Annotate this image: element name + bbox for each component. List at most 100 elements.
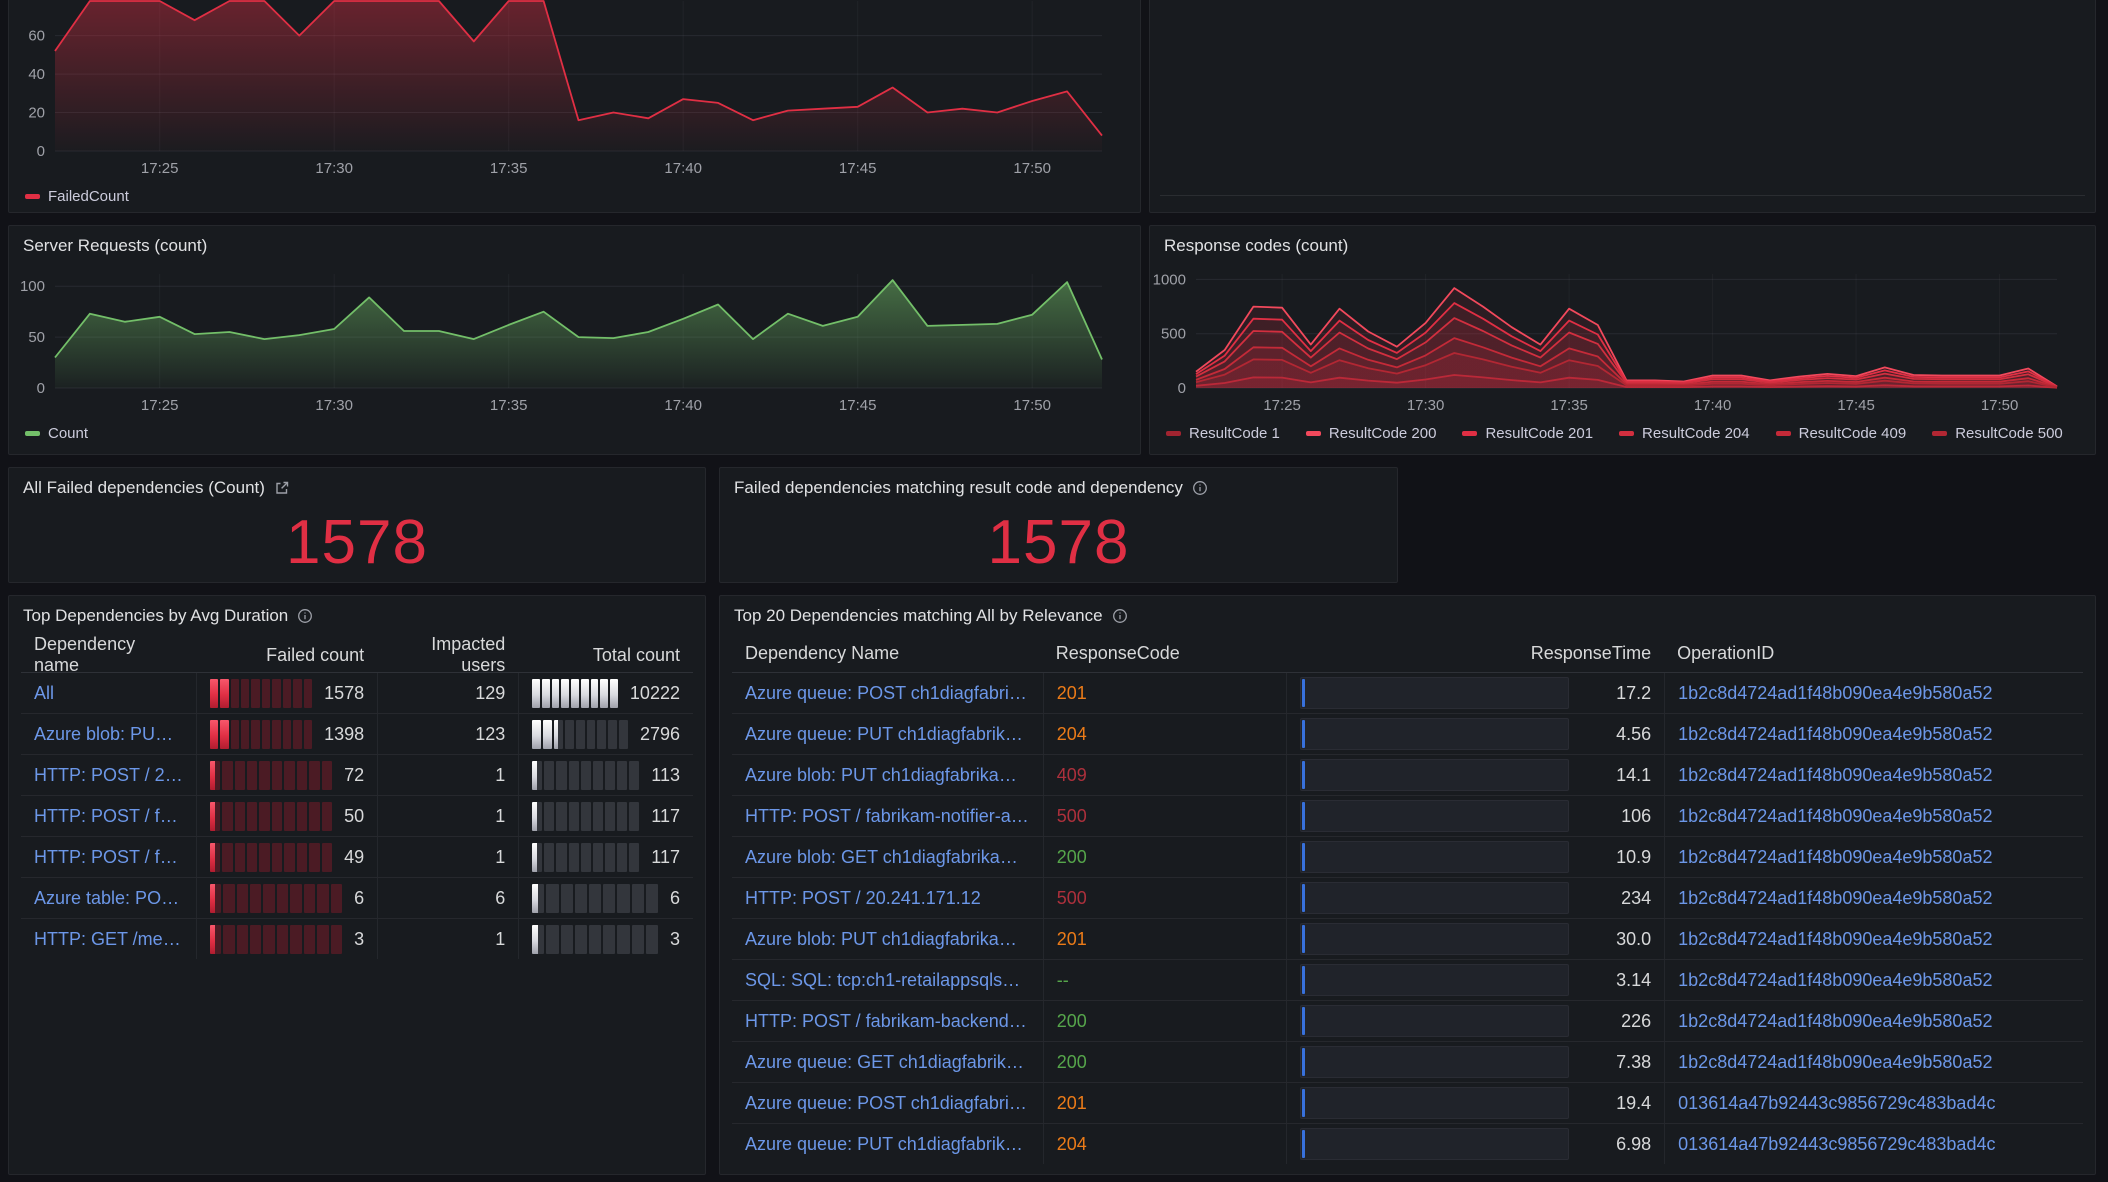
gauge-cell	[544, 801, 555, 831]
operation-id-link[interactable]: 013614a47b92443c9856729c483bad4c	[1678, 1092, 1996, 1113]
operation-id-link[interactable]: 1b2c8d4724ad1f48b090ea4e9b580a52	[1678, 887, 1993, 908]
info-icon[interactable]	[297, 608, 313, 624]
impacted-users-cell: 1	[377, 755, 518, 795]
table-row: Azure queue: POST ch1diagfabrikam01y... 2…	[732, 673, 2083, 713]
gauge-cell	[263, 924, 275, 954]
operation-id-link[interactable]: 1b2c8d4724ad1f48b090ea4e9b580a52	[1678, 723, 1993, 744]
gauge-cell	[551, 678, 560, 708]
dependency-link[interactable]: SQL: SQL: tcp:ch1-retailappsqlservery3..…	[745, 969, 1030, 990]
legend-item[interactable]: ResultCode 201	[1462, 425, 1593, 442]
response-code-cell: 204	[1042, 714, 1286, 754]
legend-item[interactable]: ResultCode 1	[1166, 425, 1280, 442]
col-header-dependency-name[interactable]: Dependency name	[34, 634, 136, 675]
operation-id-link[interactable]: 013614a47b92443c9856729c483bad4c	[1678, 1133, 1996, 1154]
dependency-link[interactable]: HTTP: POST / 20.2...	[34, 764, 183, 785]
impacted-users-value: 129	[475, 682, 506, 703]
dependency-link[interactable]: All	[34, 682, 55, 703]
dependency-link[interactable]: HTTP: GET /memor...	[34, 928, 183, 949]
total-count-gauge	[532, 883, 658, 913]
legend-item[interactable]: ResultCode 500	[1932, 425, 2063, 442]
panel-response-codes: Response codes (count) 0 500 1000 17:25 17:3…	[1149, 225, 2096, 455]
gauge-cell	[631, 924, 644, 954]
server-requests-chart: 0 50 100 17:25 17:30 17:35 17:40 17:45 17:50	[20, 274, 1103, 414]
operation-id-link[interactable]: 1b2c8d4724ad1f48b090ea4e9b580a52	[1678, 805, 1993, 826]
response-time-value: 226	[1621, 1010, 1652, 1031]
dependency-name-cell: Azure blob: PUT ch...	[21, 714, 196, 754]
dependency-link[interactable]: Azure queue: POST ch1diagfabrikam01y...	[745, 1092, 1030, 1113]
gauge-cell	[261, 719, 271, 749]
gauge-cell	[309, 801, 320, 831]
gauge-cell	[303, 678, 313, 708]
operation-id-link[interactable]: 1b2c8d4724ad1f48b090ea4e9b580a52	[1678, 969, 1993, 990]
legend-item[interactable]: ResultCode 204	[1619, 425, 1750, 442]
impacted-users-cell: 6	[377, 878, 518, 918]
dependency-link[interactable]: Azure queue: GET ch1diagfabrikam01y3...	[745, 1051, 1030, 1072]
col-header-operation-id[interactable]: OperationID	[1677, 642, 1775, 663]
dependency-link[interactable]: HTTP: POST / fabri...	[34, 846, 183, 867]
impacted-users-value: 123	[475, 723, 506, 744]
operation-id-link[interactable]: 1b2c8d4724ad1f48b090ea4e9b580a52	[1678, 682, 1993, 703]
legend-item[interactable]: ResultCode 200	[1305, 425, 1436, 442]
dependency-link[interactable]: Azure queue: PUT ch1diagfabrikam01y3...	[745, 1133, 1030, 1154]
dependency-link[interactable]: Azure blob: PUT ch...	[34, 723, 183, 744]
info-icon[interactable]	[1112, 608, 1128, 624]
top-deps-table: Dependency name Failed count Impacted us…	[21, 634, 693, 959]
table-row: Azure blob: PUT ch1diagfabrikam01y37... 4…	[732, 754, 2083, 795]
legend-item[interactable]: FailedCount	[25, 188, 129, 205]
operation-id-link[interactable]: 1b2c8d4724ad1f48b090ea4e9b580a52	[1678, 928, 1993, 949]
x-axis-tick-label: 17:35	[1550, 397, 1588, 414]
info-icon[interactable]	[1192, 480, 1208, 496]
dependency-link[interactable]: Azure queue: PUT ch1diagfabrikam01y3...	[745, 723, 1030, 744]
gauge-cell	[234, 842, 246, 872]
operation-id-link[interactable]: 1b2c8d4724ad1f48b090ea4e9b580a52	[1678, 846, 1993, 867]
dependency-link[interactable]: Azure queue: POST ch1diagfabrikam01y...	[745, 682, 1030, 703]
dependency-name-cell: HTTP: GET /memor...	[21, 919, 196, 959]
gauge-cell	[542, 678, 550, 708]
legend-item[interactable]: ResultCode 409	[1775, 425, 1906, 442]
responsetime-bar-fill	[1301, 1130, 1305, 1158]
gauge-cell	[290, 883, 302, 913]
dependency-link[interactable]: HTTP: POST / fabrikam-backend-core	[745, 1010, 1030, 1031]
col-header-impacted-users[interactable]: Impacted users	[431, 634, 506, 675]
legend-item[interactable]: Count	[25, 425, 88, 442]
dependency-name-cell: Azure queue: PUT ch1diagfabrikam01y3...	[732, 714, 1043, 754]
external-link-icon[interactable]	[274, 480, 290, 496]
dependency-link[interactable]: HTTP: POST / 20.241.171.12	[745, 887, 981, 908]
response-code-cell: 204	[1042, 1124, 1286, 1164]
operation-id-cell: 1b2c8d4724ad1f48b090ea4e9b580a52	[1664, 1001, 2083, 1041]
table-header-row: Dependency name Failed count Impacted us…	[21, 634, 693, 675]
col-header-failed-count[interactable]: Failed count	[266, 644, 365, 665]
gauge-cell	[546, 883, 559, 913]
gauge-cell	[603, 883, 616, 913]
dependency-name-cell: SQL: SQL: tcp:ch1-retailappsqlservery3..…	[732, 960, 1043, 1000]
dependency-link[interactable]: HTTP: POST / fabri...	[34, 805, 183, 826]
operation-id-link[interactable]: 1b2c8d4724ad1f48b090ea4e9b580a52	[1678, 1010, 1993, 1031]
responsetime-bar-fill	[1301, 720, 1305, 748]
gauge-cell	[645, 883, 658, 913]
gauge-cell	[309, 760, 320, 790]
stat-body: 1578	[720, 502, 1397, 580]
gauge-cell	[617, 760, 628, 790]
dependency-link[interactable]: Azure table: POST c...	[34, 887, 183, 908]
gauge-cell	[282, 678, 292, 708]
col-header-total-count[interactable]: Total count	[592, 644, 680, 665]
x-axis-tick-label: 17:40	[1694, 397, 1732, 414]
operation-id-link[interactable]: 1b2c8d4724ad1f48b090ea4e9b580a52	[1678, 764, 1993, 785]
response-time-value: 3.14	[1616, 969, 1652, 990]
operation-id-link[interactable]: 1b2c8d4724ad1f48b090ea4e9b580a52	[1678, 1051, 1993, 1072]
dependency-link[interactable]: HTTP: POST / fabrikam-notifier-aks-java	[745, 805, 1030, 826]
operation-id-cell: 1b2c8d4724ad1f48b090ea4e9b580a52	[1664, 919, 2083, 959]
legend-swatch	[25, 431, 40, 436]
stat-body: 1578	[9, 502, 705, 580]
dependency-link[interactable]: Azure blob: PUT ch1diagfabrikam01y37...	[745, 764, 1030, 785]
dependency-link[interactable]: Azure blob: PUT ch1diagfabrikam01y37...	[745, 928, 1030, 949]
dependency-name-cell: HTTP: POST / 20.2...	[21, 755, 196, 795]
col-header-response-code[interactable]: ResponseCode	[1055, 642, 1180, 663]
col-header-dependency-name[interactable]: Dependency Name	[745, 642, 900, 663]
gauge-cell	[317, 924, 329, 954]
gauge-cell	[234, 760, 246, 790]
dependency-link[interactable]: Azure blob: GET ch1diagfabrikam01y37...	[745, 846, 1030, 867]
col-header-response-time[interactable]: ResponseTime	[1530, 642, 1652, 663]
responsetime-bar	[1299, 1087, 1569, 1119]
